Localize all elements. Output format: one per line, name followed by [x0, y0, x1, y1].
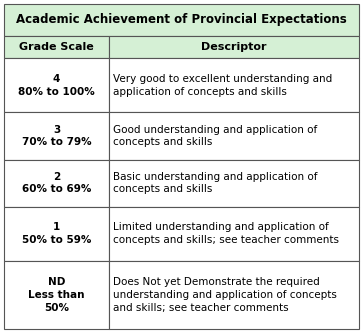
Bar [4, 160, 109, 206]
Bar [109, 160, 359, 206]
Text: Does Not yet Demonstrate the required
understanding and application of concepts
: Does Not yet Demonstrate the required un… [113, 277, 337, 313]
Text: ND
Less than
50%: ND Less than 50% [28, 277, 85, 313]
Bar [4, 58, 109, 113]
Bar [109, 36, 359, 58]
Text: 4
80% to 100%: 4 80% to 100% [18, 74, 95, 97]
Bar [109, 206, 359, 261]
Text: 3
70% to 79%: 3 70% to 79% [22, 125, 91, 148]
Text: Basic understanding and application of
concepts and skills: Basic understanding and application of c… [113, 171, 318, 194]
Bar [4, 206, 109, 261]
Text: 2
60% to 69%: 2 60% to 69% [22, 171, 91, 194]
Text: 1
50% to 59%: 1 50% to 59% [22, 222, 91, 245]
Bar [109, 261, 359, 329]
Text: Academic Achievement of Provincial Expectations: Academic Achievement of Provincial Expec… [16, 13, 347, 26]
Bar [109, 113, 359, 160]
Bar [4, 261, 109, 329]
Text: Good understanding and application of
concepts and skills: Good understanding and application of co… [113, 125, 318, 148]
Text: Very good to excellent understanding and
application of concepts and skills: Very good to excellent understanding and… [113, 74, 333, 97]
Text: Descriptor: Descriptor [201, 42, 266, 52]
Text: Limited understanding and application of
concepts and skills; see teacher commen: Limited understanding and application of… [113, 222, 339, 245]
Bar [4, 113, 109, 160]
Bar [109, 58, 359, 113]
Bar [4, 36, 109, 58]
Text: Grade Scale: Grade Scale [19, 42, 94, 52]
Bar [4, 4, 359, 36]
